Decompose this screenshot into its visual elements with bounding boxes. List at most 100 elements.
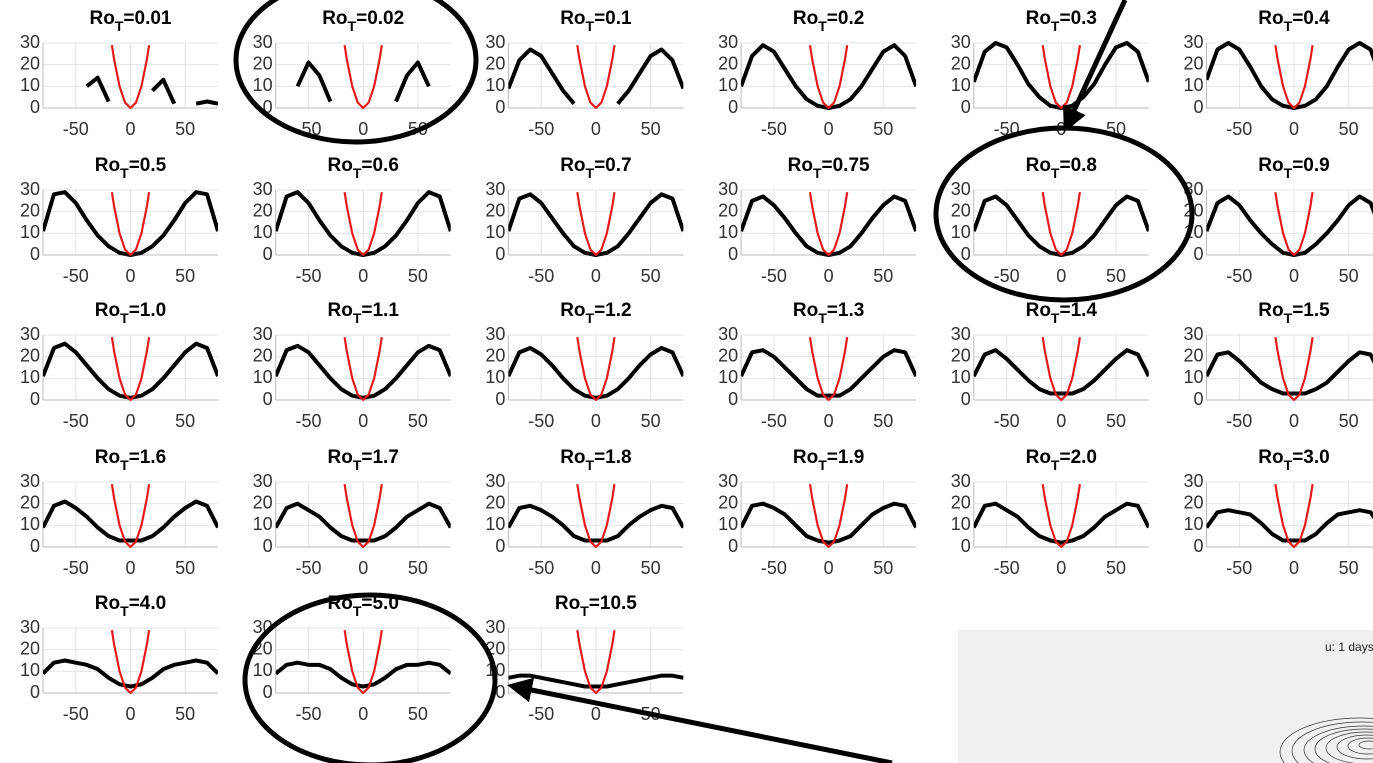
y-tick-label: 30 [1183, 324, 1203, 344]
x-tick-label: 50 [175, 119, 195, 139]
inset-background [958, 630, 1373, 763]
x-tick-label: 50 [641, 266, 661, 286]
y-tick-label: 20 [1183, 345, 1203, 365]
y-tick-label: 30 [253, 179, 273, 199]
y-tick-label: 10 [20, 514, 40, 534]
x-tick-label: 0 [1289, 411, 1299, 431]
x-tick-label: -50 [63, 411, 89, 431]
y-tick-label: 0 [961, 244, 971, 264]
x-tick-label: 50 [175, 266, 195, 286]
title-part: =0.75 [822, 155, 871, 176]
y-tick-label: 10 [485, 514, 505, 534]
y-tick-label: 20 [253, 53, 273, 73]
y-tick-label: 20 [20, 492, 40, 512]
x-tick-label: 0 [591, 119, 601, 139]
title-part: Ro [95, 593, 120, 614]
x-tick-label: -50 [761, 266, 787, 286]
x-tick-label: 50 [641, 119, 661, 139]
title-part: =0.6 [361, 155, 399, 176]
x-tick-label: 0 [591, 266, 601, 286]
title-part: =0.9 [1292, 155, 1330, 176]
y-tick-label: 10 [20, 75, 40, 95]
y-tick-label: 10 [485, 367, 505, 387]
x-tick-label: -50 [296, 704, 322, 724]
title-part: =2.0 [1059, 447, 1097, 468]
x-tick-label: 0 [824, 266, 834, 286]
x-tick-label: 50 [1339, 119, 1359, 139]
title-part: =1.5 [1292, 300, 1330, 321]
title-part: =1.7 [361, 447, 399, 468]
y-tick-label: 0 [495, 244, 505, 264]
title-part: Ro [560, 447, 585, 468]
x-tick-label: -50 [63, 704, 89, 724]
y-tick-label: 30 [20, 617, 40, 637]
y-tick-label: 10 [485, 222, 505, 242]
y-tick-label: 0 [263, 389, 273, 409]
figure: 0102030-50050RoT=0.010102030-50050RoT=0.… [0, 0, 1373, 763]
y-tick-label: 0 [263, 244, 273, 264]
title-part: =1.6 [129, 447, 167, 468]
y-tick-label: 20 [951, 492, 971, 512]
y-tick-label: 30 [20, 471, 40, 491]
y-tick-label: 20 [718, 200, 738, 220]
title-part: Ro [95, 155, 120, 176]
y-tick-label: 0 [30, 389, 40, 409]
title-part: Ro [1258, 300, 1283, 321]
title-part: =3.0 [1292, 447, 1330, 468]
x-tick-label: 50 [408, 704, 428, 724]
x-tick-label: 0 [358, 558, 368, 578]
title-part: =0.02 [356, 8, 404, 29]
y-tick-label: 30 [485, 32, 505, 52]
x-tick-label: 0 [358, 411, 368, 431]
title-part: =0.3 [1059, 8, 1097, 29]
title-part: =1.0 [129, 300, 167, 321]
x-tick-label: -50 [761, 411, 787, 431]
y-tick-label: 0 [30, 682, 40, 702]
x-tick-label: 50 [641, 411, 661, 431]
y-tick-label: 20 [718, 492, 738, 512]
y-tick-label: 10 [718, 367, 738, 387]
x-tick-label: -50 [528, 704, 554, 724]
x-tick-label: -50 [528, 411, 554, 431]
title-part: Ro [1258, 8, 1283, 29]
y-tick-label: 0 [1193, 244, 1203, 264]
y-tick-label: 10 [485, 75, 505, 95]
y-tick-label: 30 [20, 179, 40, 199]
title-part: =0.8 [1059, 155, 1097, 176]
title-part: =0.01 [123, 8, 172, 29]
y-tick-label: 20 [1183, 492, 1203, 512]
x-tick-label: 0 [824, 558, 834, 578]
y-tick-label: 0 [30, 97, 40, 117]
x-tick-label: -50 [63, 558, 89, 578]
x-tick-label: 50 [873, 119, 893, 139]
x-tick-label: 0 [358, 704, 368, 724]
y-tick-label: 30 [951, 32, 971, 52]
title-part: Ro [327, 447, 352, 468]
x-tick-label: 0 [125, 558, 135, 578]
y-tick-label: 20 [253, 345, 273, 365]
x-tick-label: 50 [408, 411, 428, 431]
y-tick-label: 30 [718, 32, 738, 52]
y-tick-label: 30 [1183, 32, 1203, 52]
title-part: =0.1 [594, 8, 632, 29]
x-tick-label: 50 [641, 558, 661, 578]
y-tick-label: 10 [253, 222, 273, 242]
title-part: Ro [1258, 447, 1283, 468]
y-tick-label: 30 [20, 324, 40, 344]
y-tick-label: 0 [728, 536, 738, 556]
title-part: Ro [560, 8, 585, 29]
x-tick-label: 0 [1056, 266, 1066, 286]
y-tick-label: 20 [253, 200, 273, 220]
x-tick-label: 0 [125, 704, 135, 724]
y-tick-label: 10 [718, 514, 738, 534]
x-tick-label: -50 [63, 119, 89, 139]
y-tick-label: 30 [253, 324, 273, 344]
y-tick-label: 0 [495, 389, 505, 409]
y-tick-label: 30 [485, 617, 505, 637]
x-tick-label: -50 [63, 266, 89, 286]
y-tick-label: 10 [20, 222, 40, 242]
y-tick-label: 20 [20, 200, 40, 220]
x-tick-label: 0 [591, 704, 601, 724]
y-tick-label: 30 [951, 179, 971, 199]
x-tick-label: 50 [1106, 411, 1126, 431]
